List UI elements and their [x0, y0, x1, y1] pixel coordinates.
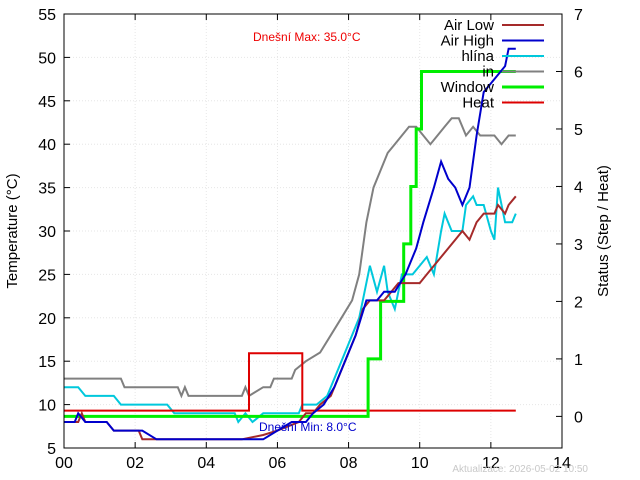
- series-line-in: [64, 117, 516, 399]
- y-tick-label: 10: [38, 398, 56, 415]
- y-tick-label: 40: [38, 137, 56, 154]
- x-tick-label: 06: [269, 455, 287, 472]
- x-tick-label: 10: [411, 455, 429, 472]
- y2-axis-label: Status (Step / Heat): [595, 165, 612, 297]
- x-tick-label: 02: [126, 455, 144, 472]
- y2-tick-label: 0: [574, 409, 583, 426]
- series-lines: [64, 47, 517, 441]
- y-tick-label: 55: [38, 7, 56, 24]
- y-tick-label: 35: [38, 181, 56, 198]
- y-tick-label: 15: [38, 354, 56, 371]
- x-tick-label: 12: [482, 455, 500, 472]
- last-updated-text: Aktualizace: 2026-05-02 10:50: [452, 464, 588, 475]
- grid: [64, 14, 562, 448]
- x-tick-label: 04: [197, 455, 215, 472]
- y-axis-label: Temperature (°C): [4, 173, 21, 288]
- y2-tick-label: 1: [574, 352, 583, 369]
- daily-max-annotation: Dnešní Max: 35.0°C: [253, 30, 361, 44]
- y2-tick-label: 7: [574, 7, 583, 24]
- series-line-window: [64, 70, 516, 418]
- y-tick-label: 25: [38, 267, 56, 284]
- y2-tick-label: 2: [574, 294, 583, 311]
- daily-min-annotation: Dnešní Min: 8.0°C: [259, 420, 357, 434]
- x-tick-label: 14: [553, 455, 571, 472]
- y2-tick-label: 4: [574, 179, 583, 196]
- y-tick-label: 20: [38, 311, 56, 328]
- legend-label: Window: [441, 79, 495, 96]
- y2-tick-label: 3: [574, 237, 583, 254]
- y-tick-label: 30: [38, 224, 56, 241]
- series-line-air-high: [64, 47, 516, 441]
- legend-label: Heat: [462, 95, 495, 112]
- x-tick-label: 08: [340, 455, 358, 472]
- legend-label: in: [482, 64, 494, 81]
- y-tick-label: 5: [47, 441, 56, 458]
- series-line-hl-na: [64, 187, 517, 424]
- y2-tick-label: 5: [574, 122, 583, 139]
- series-line-heat: [64, 352, 516, 412]
- y-tick-label: 50: [38, 50, 56, 67]
- legend-label: Air Low: [444, 17, 494, 34]
- y2-tick-label: 6: [574, 64, 583, 81]
- y-tick-label: 45: [38, 94, 56, 111]
- legend-label: Air High: [441, 33, 494, 50]
- x-tick-label: 00: [55, 455, 73, 472]
- legend-label: hlína: [461, 48, 494, 65]
